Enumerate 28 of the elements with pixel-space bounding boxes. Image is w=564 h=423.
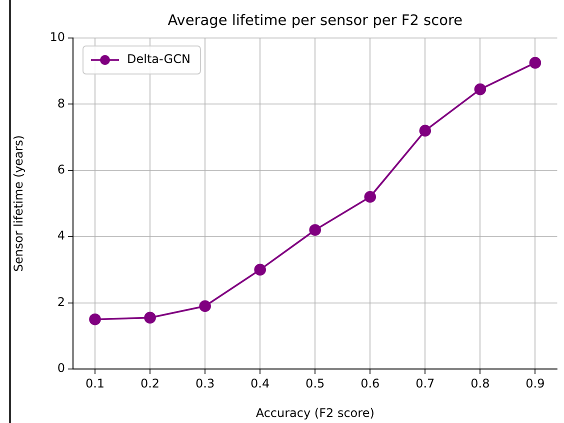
x-tick-label: 0.4 (250, 376, 270, 390)
point (89, 313, 101, 326)
x-tick-label: 0.6 (360, 376, 380, 390)
point (474, 83, 486, 96)
y-axis-title: Sensor lifetime (years) (11, 135, 26, 272)
x-tick-label: 0.7 (416, 376, 435, 390)
y-tick-label: 2 (57, 294, 65, 309)
point (254, 264, 266, 276)
point (529, 56, 542, 69)
point (364, 190, 376, 203)
chart-title: Average lifetime per sensor per F2 score (168, 12, 463, 29)
y-tick-label: 10 (50, 30, 65, 44)
point (199, 300, 211, 312)
x-axis-title: Accuracy (F2 score) (256, 406, 374, 420)
point (144, 312, 156, 324)
x-tick-label: 0.1 (85, 376, 105, 390)
x-tick-label: 0.2 (140, 376, 160, 390)
legend-label: Delta-GCN (127, 52, 190, 66)
y-tick-label: 6 (57, 162, 65, 177)
x-tick-label: 0.5 (306, 376, 325, 390)
x-tick-label: 0.8 (470, 376, 490, 390)
y-tick-label: 8 (57, 96, 65, 110)
y-tick-label: 0 (57, 361, 65, 376)
y-tick-label: 4 (57, 228, 65, 243)
x-tick-label: 0.3 (196, 376, 215, 390)
point (419, 124, 432, 137)
x-tick-label: 0.9 (526, 376, 545, 390)
point (309, 224, 321, 236)
